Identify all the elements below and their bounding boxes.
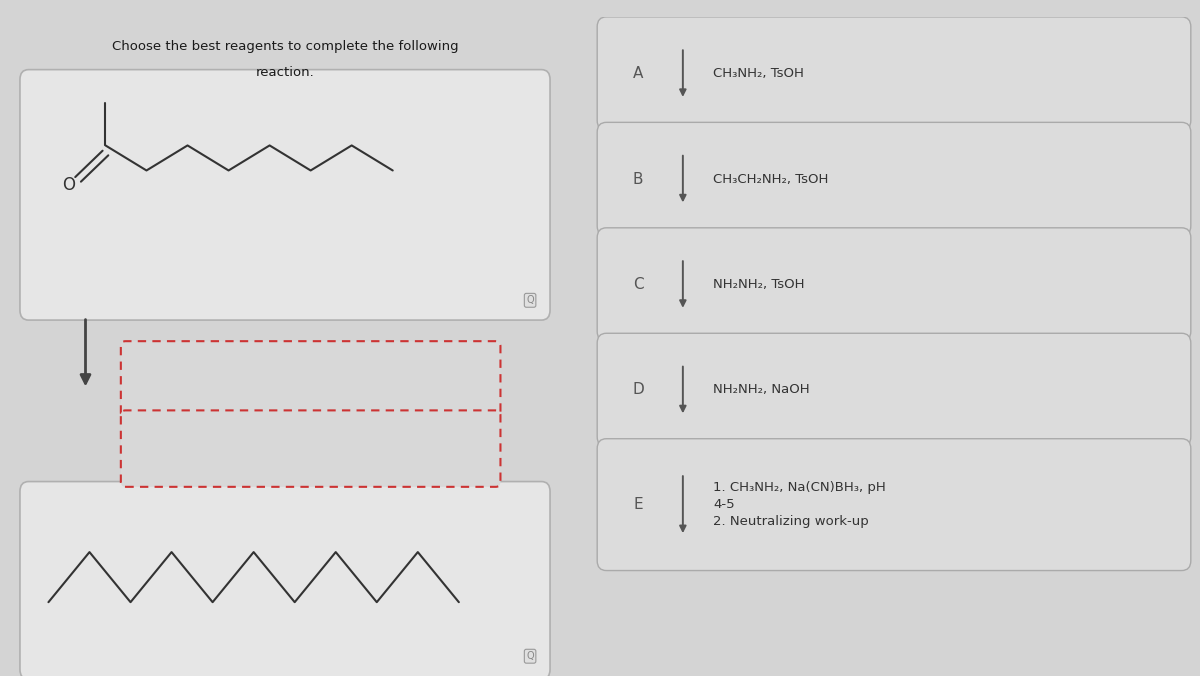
FancyBboxPatch shape bbox=[121, 341, 500, 418]
Text: A: A bbox=[632, 66, 643, 81]
Text: C: C bbox=[632, 277, 643, 292]
Text: B: B bbox=[632, 172, 643, 187]
Text: E: E bbox=[634, 497, 643, 512]
Text: NH₂NH₂, NaOH: NH₂NH₂, NaOH bbox=[714, 383, 810, 396]
Text: Choose the best reagents to complete the following: Choose the best reagents to complete the… bbox=[112, 40, 458, 53]
FancyBboxPatch shape bbox=[598, 17, 1190, 130]
Text: Q: Q bbox=[527, 651, 534, 661]
Text: CH₃CH₂NH₂, TsOH: CH₃CH₂NH₂, TsOH bbox=[714, 172, 829, 185]
Text: NH₂NH₂, TsOH: NH₂NH₂, TsOH bbox=[714, 278, 805, 291]
FancyBboxPatch shape bbox=[598, 228, 1190, 341]
FancyBboxPatch shape bbox=[598, 439, 1190, 571]
Text: 1. CH₃NH₂, Na(CN)BH₃, pH
4-5
2. Neutralizing work-up: 1. CH₃NH₂, Na(CN)BH₃, pH 4-5 2. Neutrali… bbox=[714, 481, 887, 528]
FancyBboxPatch shape bbox=[20, 70, 550, 320]
Text: D: D bbox=[632, 383, 644, 397]
Text: reaction.: reaction. bbox=[256, 66, 314, 79]
FancyBboxPatch shape bbox=[598, 122, 1190, 236]
FancyBboxPatch shape bbox=[598, 333, 1190, 447]
Text: CH₃NH₂, TsOH: CH₃NH₂, TsOH bbox=[714, 67, 804, 80]
FancyBboxPatch shape bbox=[20, 481, 550, 676]
Text: O: O bbox=[62, 176, 74, 194]
Text: Q: Q bbox=[527, 295, 534, 306]
FancyBboxPatch shape bbox=[121, 410, 500, 487]
